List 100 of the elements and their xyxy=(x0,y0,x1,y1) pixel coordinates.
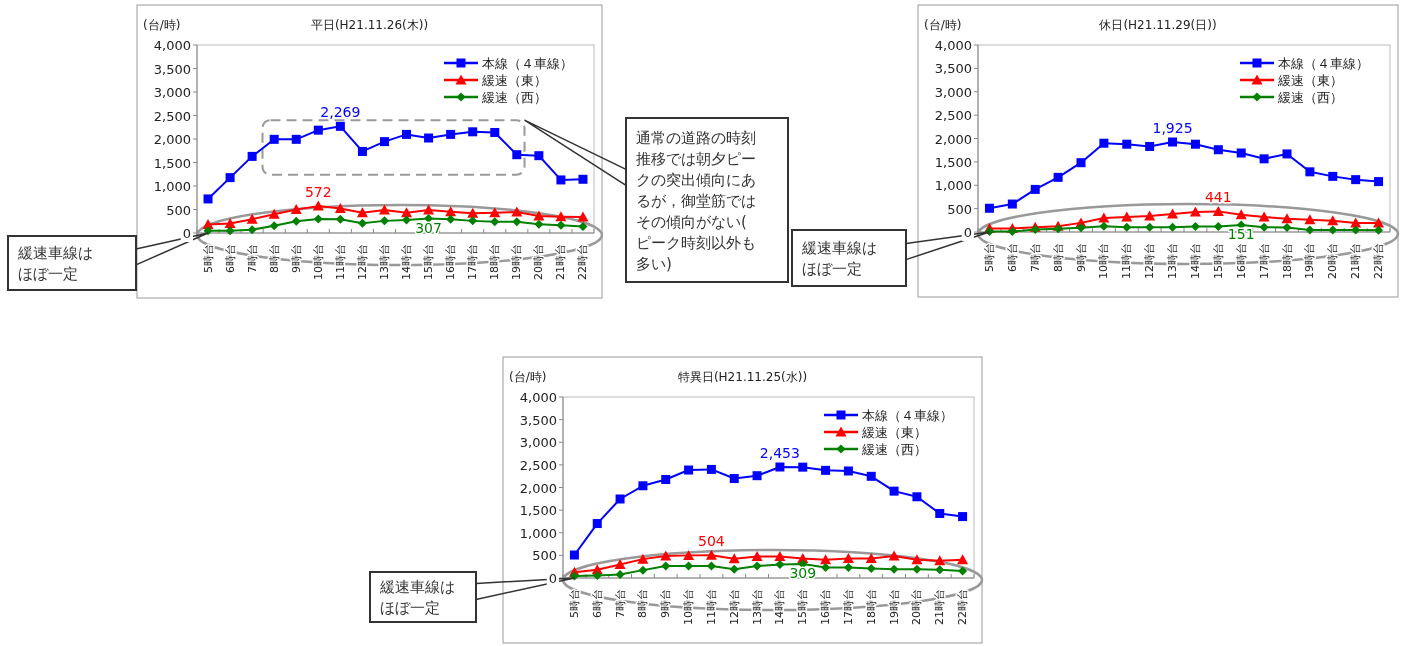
chart-title: 休日(H21.11.29(日)) xyxy=(1099,18,1217,32)
x-tick-label: 18時台 xyxy=(864,589,878,625)
point xyxy=(1351,225,1361,235)
point xyxy=(446,129,456,139)
y-tick-label: 1,000 xyxy=(519,525,557,541)
x-tick-label: 16時台 xyxy=(444,244,458,280)
text: 緩速車線はほぼ一定 xyxy=(379,578,455,617)
legend-label: 本線（４車線） xyxy=(862,408,953,423)
point xyxy=(445,206,457,217)
x-tick-label: 8時台 xyxy=(636,589,650,618)
point xyxy=(578,221,588,231)
y-tick-label: 2,000 xyxy=(153,132,191,147)
point xyxy=(866,564,876,574)
point xyxy=(798,462,808,472)
x-tick-label: 19時台 xyxy=(1303,243,1317,279)
point xyxy=(1327,215,1339,226)
point xyxy=(1076,223,1086,233)
x-tick-label: 8時台 xyxy=(267,244,281,273)
point xyxy=(984,203,994,213)
x-tick-label: 14時台 xyxy=(1188,243,1202,279)
point xyxy=(335,214,345,224)
point xyxy=(577,211,589,222)
point xyxy=(820,554,832,565)
point xyxy=(751,551,763,562)
x-tick-label: 20時台 xyxy=(532,244,546,280)
point xyxy=(357,146,367,156)
y-tick-label: 4,000 xyxy=(934,38,972,53)
x-tick-label: 15時台 xyxy=(422,244,436,280)
point xyxy=(1190,221,1200,231)
point xyxy=(842,553,854,563)
point xyxy=(1007,227,1017,237)
point xyxy=(1282,149,1292,159)
point xyxy=(889,486,899,496)
point xyxy=(1167,208,1179,219)
y-tick-label: 0 xyxy=(548,571,557,586)
point xyxy=(912,564,922,574)
point xyxy=(615,494,625,504)
point xyxy=(911,554,923,565)
point xyxy=(468,127,478,137)
point xyxy=(638,565,648,575)
y-axis-title: (台/時) xyxy=(924,18,962,32)
point xyxy=(775,462,785,472)
point xyxy=(935,565,945,575)
annotation: 2,269 xyxy=(320,104,361,121)
point xyxy=(1328,225,1338,235)
point xyxy=(774,551,786,562)
point xyxy=(556,175,566,185)
x-tick-label: 18時台 xyxy=(488,244,502,280)
x-tick-label: 19時台 xyxy=(887,589,901,625)
point xyxy=(912,492,922,502)
point xyxy=(423,204,435,215)
point xyxy=(1374,177,1384,187)
point xyxy=(752,561,762,571)
x-tick-label: 22時台 xyxy=(956,589,970,625)
point xyxy=(269,221,279,231)
legend-label: 本線（４車線） xyxy=(1278,56,1369,71)
text: 緩速車線はほぼ一定 xyxy=(17,244,93,283)
x-tick-label: 5時台 xyxy=(201,244,215,273)
x-tick-label: 5時台 xyxy=(982,243,996,272)
x-tick-label: 10時台 xyxy=(311,244,325,280)
point xyxy=(490,217,500,227)
point xyxy=(291,134,301,144)
point xyxy=(705,549,717,560)
x-tick-label: 21時台 xyxy=(1349,243,1363,279)
y-tick-label: 3,000 xyxy=(519,435,557,451)
x-tick-label: 16時台 xyxy=(1234,243,1248,279)
y-tick-label: 3,000 xyxy=(153,85,191,100)
y-tick-label: 2,500 xyxy=(153,108,191,124)
x-tick-label: 20時台 xyxy=(1326,243,1340,279)
x-tick-label: 13時台 xyxy=(1166,243,1180,279)
x-tick-label: 5時台 xyxy=(567,589,581,618)
y-tick-label: 500 xyxy=(166,202,191,218)
point xyxy=(614,558,626,569)
point xyxy=(1235,209,1247,220)
y-tick-label: 3,500 xyxy=(153,61,191,77)
point xyxy=(1282,222,1292,232)
x-tick-label: 12時台 xyxy=(355,244,369,280)
point xyxy=(683,549,695,560)
point xyxy=(203,226,213,236)
y-tick-label: 2,000 xyxy=(934,131,972,147)
x-tick-label: 14時台 xyxy=(773,589,787,625)
x-tick-label: 13時台 xyxy=(750,589,764,625)
point xyxy=(821,563,831,573)
y-tick-label: 4,000 xyxy=(519,390,557,405)
point xyxy=(865,553,877,563)
point xyxy=(467,207,479,218)
point xyxy=(1305,225,1315,235)
point xyxy=(555,211,567,222)
point xyxy=(1168,137,1178,147)
y-tick-label: 0 xyxy=(182,226,191,241)
point xyxy=(843,466,853,476)
y-tick-label: 2,000 xyxy=(519,480,557,496)
point xyxy=(1030,184,1040,194)
point xyxy=(1076,158,1086,168)
point xyxy=(401,207,413,218)
point xyxy=(1213,221,1223,231)
point xyxy=(334,202,346,213)
y-axis-title: (台/時) xyxy=(143,18,181,32)
point xyxy=(512,217,522,227)
point xyxy=(1236,148,1246,158)
